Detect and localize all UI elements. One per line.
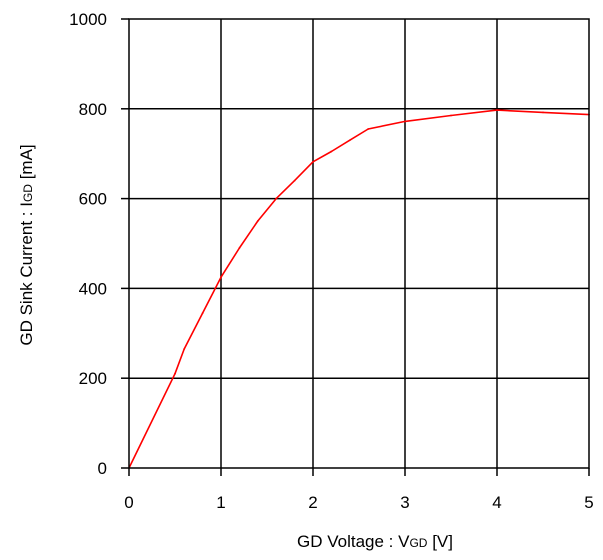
x-tick-label: 1 <box>216 493 225 512</box>
y-tick-label: 200 <box>79 369 107 388</box>
series-line-0 <box>128 109 590 469</box>
data-point <box>312 160 314 163</box>
y-tick-label: 800 <box>79 100 107 119</box>
data-point <box>496 109 498 112</box>
data-point <box>220 276 222 279</box>
x-axis-label-main: GD Voltage : V <box>297 532 410 551</box>
x-tick-label: 5 <box>584 493 593 512</box>
data-point <box>367 128 370 130</box>
data-point <box>542 111 544 114</box>
data-point <box>330 150 333 153</box>
y-tick-label: 0 <box>98 459 107 478</box>
data-point <box>183 348 186 350</box>
data-point <box>404 120 406 123</box>
x-tick-label: 0 <box>124 493 133 512</box>
data-point <box>348 139 351 142</box>
plot-frame <box>128 18 590 469</box>
x-axis-label-unit: [V] <box>427 532 453 551</box>
y-tick-labels: 0 200 400 600 800 1000 <box>69 10 129 478</box>
data-point <box>238 247 241 249</box>
data-point <box>275 197 278 200</box>
y-axis-label-sub: GD <box>21 184 35 202</box>
y-axis-label-main: GD Sink Current : I <box>17 202 36 346</box>
y-tick-label: 400 <box>79 279 107 298</box>
x-axis-label-sub: GD <box>409 536 427 550</box>
y-axis-label: GD Sink Current : IGD [mA] <box>17 144 36 345</box>
data-point <box>174 372 176 375</box>
data-point <box>256 220 259 222</box>
y-tick-label: 1000 <box>69 10 107 29</box>
y-tick-label: 600 <box>79 190 107 209</box>
y-axis-label-unit: [mA] <box>17 144 36 184</box>
data-point <box>201 312 204 314</box>
data-point <box>293 179 296 182</box>
data-point <box>450 114 452 117</box>
x-tick-labels: 0 1 2 3 4 5 <box>124 468 594 512</box>
grid <box>129 19 589 468</box>
x-tick-label: 2 <box>308 493 317 512</box>
x-tick-label: 3 <box>400 493 409 512</box>
x-tick-label: 4 <box>492 493 501 512</box>
x-axis-label: GD Voltage : VGD [V] <box>297 532 453 551</box>
